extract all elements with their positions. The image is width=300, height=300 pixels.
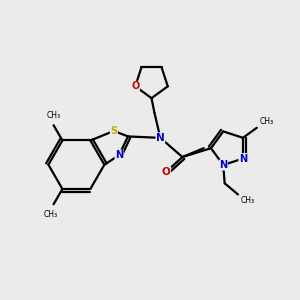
Text: N: N bbox=[239, 154, 247, 164]
Text: N: N bbox=[115, 150, 123, 160]
Text: CH₃: CH₃ bbox=[240, 196, 254, 205]
Text: CH₃: CH₃ bbox=[259, 117, 273, 126]
Text: CH₃: CH₃ bbox=[46, 111, 61, 120]
Text: S: S bbox=[110, 126, 118, 136]
Text: N: N bbox=[156, 133, 165, 143]
Text: CH₃: CH₃ bbox=[44, 209, 58, 218]
Text: O: O bbox=[162, 167, 171, 177]
Text: N: N bbox=[219, 160, 227, 170]
Text: O: O bbox=[131, 81, 140, 91]
